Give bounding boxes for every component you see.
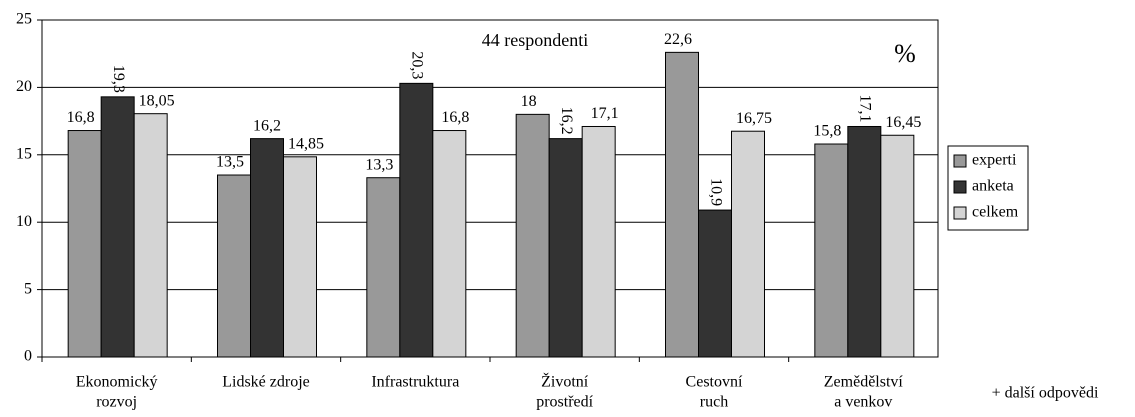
bar — [548, 138, 583, 358]
legend-swatch — [953, 180, 967, 194]
value-label: 17,1 — [591, 105, 619, 122]
legend-label: anketa — [972, 178, 1014, 195]
x-tick-label: prostředí — [536, 394, 593, 411]
y-tick-label: 0 — [24, 348, 32, 365]
bar — [731, 130, 765, 358]
value-label: 14,85 — [288, 135, 324, 152]
value-label: 20,3 — [409, 51, 426, 79]
x-tick-label: rozvoj — [96, 394, 137, 411]
y-tick-label: 15 — [16, 145, 32, 162]
x-tick-label: Ekonomický — [76, 374, 158, 391]
x-tick-label: Lidské zdroje — [222, 374, 310, 391]
value-label: 17,1 — [857, 94, 874, 122]
bar — [366, 177, 401, 358]
x-tick-label: a venkov — [834, 394, 892, 411]
bar — [581, 125, 616, 358]
annotation: % — [894, 39, 916, 68]
value-label: 13,5 — [216, 154, 244, 171]
legend-label: experti — [972, 152, 1017, 169]
value-label: 16,2 — [253, 117, 281, 134]
value-label: 16,75 — [736, 110, 772, 127]
value-label: 22,6 — [664, 31, 692, 48]
value-label: 16,45 — [885, 114, 921, 131]
bar — [880, 134, 915, 358]
value-label: 19,3 — [110, 65, 127, 93]
bar — [133, 113, 168, 358]
legend-swatch — [953, 154, 967, 168]
y-tick-label: 5 — [24, 280, 32, 297]
value-label: 16,8 — [67, 109, 95, 126]
value-label: 13,3 — [365, 156, 393, 173]
annotation: 44 respondenti — [482, 30, 588, 50]
value-label: 15,8 — [813, 123, 841, 140]
x-tick-label: Infrastruktura — [371, 374, 459, 391]
x-tick-label: Cestovní — [686, 374, 743, 391]
bar — [283, 156, 317, 358]
annotation: + další odpovědi — [992, 385, 1099, 402]
value-label: 16,2 — [558, 107, 575, 135]
y-tick-label: 10 — [16, 213, 32, 230]
x-tick-label: Životní — [541, 372, 589, 391]
value-label: 16,8 — [441, 109, 469, 126]
y-tick-label: 25 — [16, 11, 32, 28]
bar — [665, 51, 699, 358]
bar — [814, 143, 849, 358]
bar — [217, 174, 251, 358]
value-label: 18 — [521, 93, 537, 110]
bar — [100, 96, 135, 358]
value-label: 18,05 — [139, 92, 175, 109]
value-label: 10,9 — [707, 178, 724, 206]
bar — [67, 130, 102, 358]
bar — [515, 113, 550, 358]
legend-swatch — [953, 206, 967, 220]
bar — [432, 130, 467, 358]
bar — [698, 209, 732, 358]
x-tick-label: ruch — [700, 394, 728, 411]
bar — [399, 82, 434, 358]
y-tick-label: 20 — [16, 78, 32, 95]
bar — [847, 125, 882, 358]
x-tick-label: Zemědělství — [824, 374, 904, 391]
legend-label: celkem — [972, 204, 1019, 221]
bar — [250, 138, 284, 358]
